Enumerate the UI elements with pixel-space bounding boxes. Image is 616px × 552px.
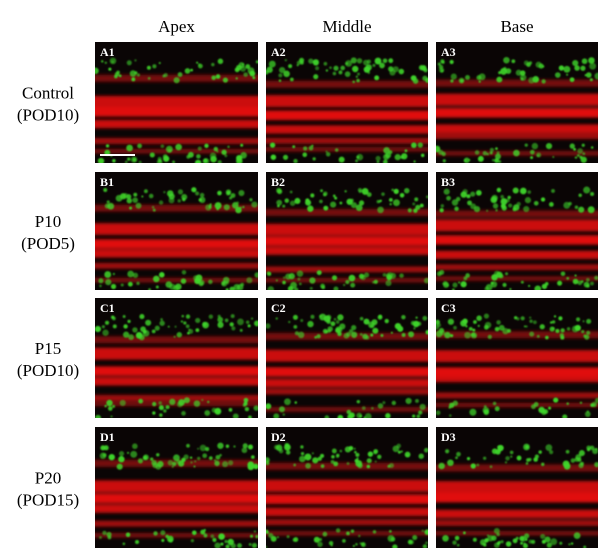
panel-label: B3 bbox=[441, 175, 455, 189]
panel-label: C1 bbox=[100, 301, 115, 315]
panel-label: B2 bbox=[271, 175, 285, 189]
column-header: Base bbox=[500, 17, 533, 36]
row-label: P20 bbox=[35, 469, 61, 488]
panel-label: A3 bbox=[441, 45, 456, 59]
micrograph-panel: B2 bbox=[266, 172, 428, 290]
micrograph-panel: C3 bbox=[436, 298, 598, 418]
row-label: P10 bbox=[35, 212, 61, 231]
micrograph-panel: D3 bbox=[436, 427, 598, 548]
panel-label: C2 bbox=[271, 301, 286, 315]
micrograph-panel: C1 bbox=[95, 298, 258, 418]
row-label: (POD15) bbox=[17, 491, 79, 510]
micrograph-panel: A2 bbox=[266, 42, 428, 163]
panel-label: D2 bbox=[271, 430, 286, 444]
panel-label: D3 bbox=[441, 430, 456, 444]
row-label: Control bbox=[22, 84, 74, 103]
row-label: (POD10) bbox=[17, 361, 79, 380]
micrograph-panel: C2 bbox=[266, 298, 428, 418]
panel-label: A2 bbox=[271, 45, 286, 59]
row-label: P15 bbox=[35, 339, 61, 358]
micrograph-panel: D2 bbox=[266, 427, 428, 548]
row-label: (POD10) bbox=[17, 106, 79, 125]
micrograph-panel: A1 bbox=[95, 42, 258, 163]
micrograph-panel: B1 bbox=[95, 172, 258, 290]
panel-label: C3 bbox=[441, 301, 456, 315]
row-label: (POD5) bbox=[21, 234, 75, 253]
panel-label: A1 bbox=[100, 45, 115, 59]
panel-label: D1 bbox=[100, 430, 115, 444]
micrograph-panel: A3 bbox=[436, 42, 598, 163]
micrograph-panel: B3 bbox=[436, 172, 598, 290]
micrograph-panel: D1 bbox=[95, 427, 258, 548]
column-header: Middle bbox=[322, 17, 371, 36]
column-header: Apex bbox=[158, 17, 195, 36]
panel-label: B1 bbox=[100, 175, 114, 189]
